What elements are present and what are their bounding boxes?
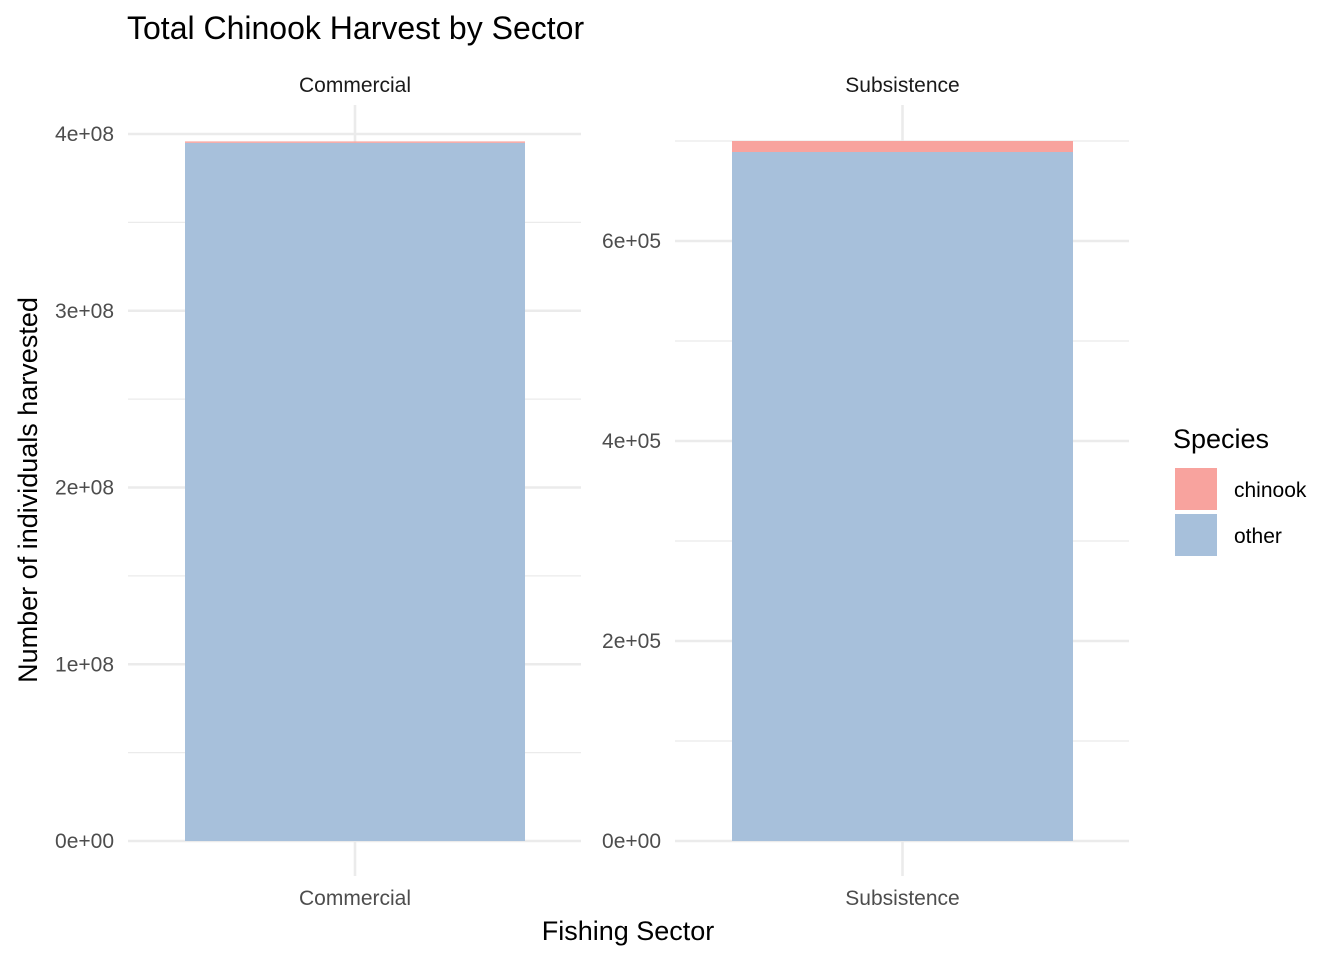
bar-segment-subsistence-other: [732, 152, 1073, 841]
bar-segment-subsistence-chinook: [732, 141, 1073, 152]
y-tick-label: 6e+05: [602, 230, 661, 253]
y-tick-label: 2e+05: [602, 630, 661, 653]
x-tick-label: Commercial: [299, 887, 411, 910]
y-tick-label: 1e+08: [55, 653, 114, 676]
x-axis-title: Fishing Sector: [542, 916, 715, 946]
bar-segment-commercial-other: [185, 142, 525, 841]
chart-title: Total Chinook Harvest by Sector: [127, 10, 584, 46]
y-tick-label: 2e+08: [55, 477, 114, 500]
legend-key-other: [1175, 514, 1217, 556]
y-tick-label: 0e+00: [602, 830, 661, 853]
y-tick-label: 4e+08: [55, 123, 114, 146]
facet-panel-subsistence: 0e+00 2e+05 4e+05 6e+05 Subsistence Subsisten…: [602, 74, 1129, 910]
y-tick-label: 0e+00: [55, 830, 114, 853]
facet-strip-label: Commercial: [299, 74, 411, 97]
legend-label-other: other: [1234, 525, 1282, 548]
legend-title: Species: [1173, 424, 1269, 454]
y-axis-title: Number of individuals harvested: [13, 297, 43, 683]
facet-strip-label: Subsistence: [845, 74, 959, 97]
bar-segment-commercial-chinook: [185, 141, 525, 143]
legend-key-chinook: [1175, 468, 1217, 510]
y-tick-label: 3e+08: [55, 300, 114, 323]
legend: Species chinook other: [1173, 424, 1307, 556]
y-tick-label: 4e+05: [602, 430, 661, 453]
facet-panel-commercial: 0e+00 1e+08 2e+08 3e+08 4e+08 Commercial Comme…: [55, 74, 581, 910]
legend-label-chinook: chinook: [1234, 479, 1307, 502]
x-tick-label: Subsistence: [845, 887, 959, 910]
